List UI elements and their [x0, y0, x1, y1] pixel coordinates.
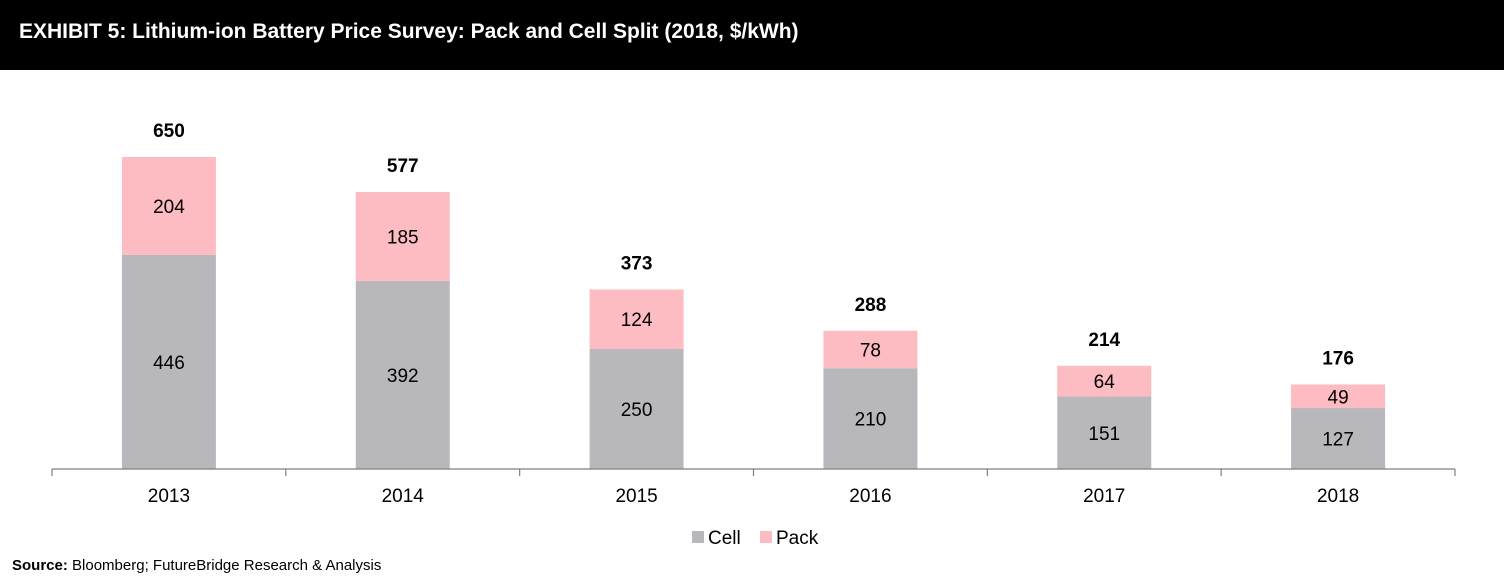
data-label-pack-2018: 49: [1328, 387, 1349, 408]
data-label-pack-2014: 185: [387, 227, 419, 248]
source-text: Bloomberg; FutureBridge Research & Analy…: [67, 557, 382, 574]
x-tick-label-2015: 2015: [615, 486, 657, 507]
bar-pack-2014: [355, 192, 450, 281]
bar-cell-2015: [589, 349, 684, 469]
bar-pack-2016: [823, 330, 918, 369]
total-label-2013: 650: [153, 121, 185, 142]
bar-pack-2018: [1291, 384, 1386, 409]
source-note: Source: Bloomberg; FutureBridge Research…: [12, 557, 381, 574]
bar-pack-2015: [589, 289, 684, 349]
legend-label-cell: Cell: [708, 528, 741, 549]
x-tick-label-2016: 2016: [849, 486, 891, 507]
data-label-pack-2016: 78: [860, 340, 881, 361]
x-tick-label-2014: 2014: [382, 486, 425, 507]
bar-cell-2016: [823, 368, 918, 469]
bar-pack-2013: [121, 157, 216, 255]
data-label-pack-2013: 204: [153, 197, 185, 218]
data-label-cell-2016: 210: [855, 410, 887, 431]
title-bar: EXHIBIT 5: Lithium-ion Battery Price Sur…: [0, 0, 1504, 70]
data-label-cell-2017: 151: [1088, 424, 1120, 445]
data-label-pack-2015: 124: [621, 310, 653, 331]
data-label-pack-2017: 64: [1094, 372, 1116, 393]
x-tick-label-2017: 2017: [1083, 486, 1125, 507]
legend-label-pack: Pack: [776, 528, 819, 549]
bar-pack-2017: [1057, 365, 1152, 397]
data-label-cell-2013: 446: [153, 353, 185, 374]
data-label-cell-2018: 127: [1322, 430, 1354, 451]
total-label-2016: 288: [855, 295, 887, 316]
data-label-cell-2015: 250: [621, 400, 653, 421]
bar-cell-2018: [1291, 408, 1386, 469]
source-label: Source:: [12, 557, 68, 574]
data-label-cell-2014: 392: [387, 366, 419, 387]
total-label-2018: 176: [1322, 349, 1354, 370]
legend-swatch-pack: [760, 531, 772, 543]
bar-cell-2013: [121, 254, 216, 469]
total-label-2015: 373: [621, 253, 653, 274]
bar-cell-2017: [1057, 396, 1152, 469]
legend-swatch-cell: [692, 531, 704, 543]
bar-cell-2014: [355, 280, 450, 469]
total-label-2017: 214: [1088, 330, 1120, 351]
total-label-2014: 577: [387, 156, 419, 177]
x-tick-label-2013: 2013: [148, 486, 190, 507]
x-tick-label-2018: 2018: [1317, 486, 1359, 507]
chart-title: EXHIBIT 5: Lithium-ion Battery Price Sur…: [19, 20, 799, 43]
